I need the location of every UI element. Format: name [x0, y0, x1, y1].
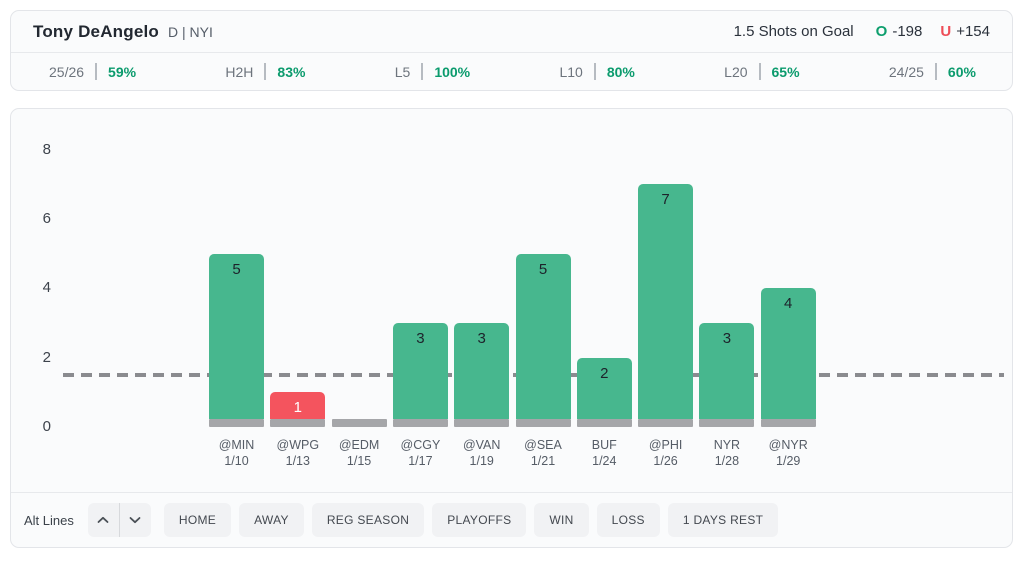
bar-value-label: 7	[661, 191, 670, 209]
bar-value-label: 5	[232, 260, 241, 278]
game-bar-@CGY-1/17: 3	[392, 323, 448, 427]
x-axis-label-@SEA: @SEA 1/21	[524, 438, 562, 468]
bar-over-fill	[392, 323, 448, 419]
chevron-down-icon	[129, 517, 141, 524]
game-bar-@SEA-1/21: 5	[515, 253, 571, 427]
y-axis-tick-6: 6	[42, 210, 51, 228]
game-bar-@PHI-1/26: 7	[638, 184, 694, 427]
y-axis-tick-2: 2	[42, 348, 51, 366]
game-bar-NYR-1/28: 3	[699, 323, 755, 427]
x-axis-label-@EDM: @EDM 1/15	[338, 438, 380, 468]
game-bar-@EDM-1/15	[331, 419, 387, 427]
bar-base-strip	[331, 419, 387, 427]
chevron-up-icon	[97, 516, 109, 523]
bar-base-strip	[270, 418, 326, 427]
game-bar-@WPG-1/13: 1	[270, 392, 326, 427]
alt-line-increase-button[interactable]	[88, 503, 119, 537]
filter-reg-season-button[interactable]: REG SEASON	[311, 503, 425, 537]
over-odds-value: -198	[892, 23, 923, 40]
bar-value-label: 4	[784, 295, 793, 313]
x-axis-label-@MIN: @MIN 1/10	[218, 438, 255, 468]
title-row: Tony DeAngelo D | NYI 1.5 Shots on Goal …	[11, 11, 1012, 53]
bar-base-strip	[454, 418, 510, 427]
over-indicator: O	[875, 23, 888, 40]
bar-over-fill	[760, 288, 816, 419]
player-position-team: D | NYI	[168, 23, 213, 40]
bar-over-fill	[576, 357, 632, 419]
x-axis-label-@VAN: @VAN 1/19	[462, 438, 501, 468]
game-bar-@NYR-1/29: 4	[760, 288, 816, 427]
bar-base-strip	[515, 419, 571, 427]
x-axis-label-NYR: NYR 1/28	[713, 438, 741, 468]
x-axis-label-@NYR: @NYR 1/29	[768, 438, 808, 468]
x-axis-label-@PHI: @PHI 1/26	[648, 438, 683, 468]
filter-away-button[interactable]: AWAY	[239, 503, 304, 537]
player-name: Tony DeAngelo	[33, 21, 160, 41]
bar-base-strip	[699, 418, 755, 427]
filter-home-button[interactable]: HOME	[163, 503, 232, 537]
alt-line-stepper	[87, 503, 151, 537]
x-axis-label-@CGY: @CGY 1/17	[400, 438, 441, 468]
hit-rate-splits-row: 25/26 59% H2H 83% L5 100% L10 80% L20 65…	[11, 53, 1012, 90]
under-indicator: U	[940, 23, 952, 40]
split-l5: L5 100%	[394, 63, 471, 80]
split-h2h: H2H 83%	[225, 63, 306, 80]
split-l10: L10 80%	[559, 63, 635, 80]
bar-value-label: 3	[722, 330, 732, 348]
bar-base-strip	[760, 418, 816, 427]
bar-value-label: 3	[477, 330, 486, 348]
x-axis-label-BUF: BUF 1/24	[591, 438, 617, 468]
bar-base-strip	[576, 418, 632, 427]
split-season-25-26: 25/26 59%	[49, 63, 137, 80]
filter-days-rest-button[interactable]: 1 DAYS REST	[667, 503, 779, 537]
game-bar-BUF-1/24: 2	[576, 357, 632, 427]
bar-value-label: 1	[293, 399, 302, 417]
split-season-24-25: 24/25 60%	[888, 63, 976, 80]
over-odds: O -198	[876, 23, 923, 40]
bar-over-fill	[638, 184, 694, 419]
alt-lines-label: Alt Lines	[24, 512, 74, 528]
shots-bar-chart: 8 6 4 2 0 5 @MIN 1/10 1 @WPG 1/13 @EDM 1/15 3 @CGY 1/17…	[11, 109, 1012, 492]
y-axis-tick-8: 8	[42, 140, 51, 158]
player-prop-header-card: Tony DeAngelo D | NYI 1.5 Shots on Goal …	[10, 10, 1013, 91]
bar-over-fill	[515, 253, 571, 419]
y-axis-tick-0: 0	[42, 418, 51, 435]
filter-loss-button[interactable]: LOSS	[596, 503, 660, 537]
bar-over-fill	[699, 323, 755, 419]
bar-over-fill	[209, 253, 264, 419]
y-axis-tick-4: 4	[42, 279, 51, 297]
alt-line-decrease-button[interactable]	[120, 503, 151, 537]
bar-value-label: 2	[600, 364, 609, 382]
split-l20: L20 65%	[724, 63, 800, 80]
x-axis-label-@WPG: @WPG 1/13	[276, 438, 320, 468]
prop-line-label: 1.5 Shots on Goal	[733, 23, 854, 40]
bar-base-strip	[392, 418, 448, 427]
game-bar-@VAN-1/19: 3	[454, 323, 510, 427]
chart-filter-bar: Alt Lines HOME AWAY REG SEASON PLAYOFFS …	[11, 492, 1012, 547]
under-odds: U +154	[940, 23, 990, 40]
bar-base-strip	[638, 418, 694, 427]
under-odds-value: +154	[956, 23, 990, 40]
bar-value-label: 5	[538, 260, 548, 278]
bar-base-strip	[209, 419, 264, 427]
bar-under-fill	[270, 392, 326, 419]
game-log-chart-card: 8 6 4 2 0 5 @MIN 1/10 1 @WPG 1/13 @EDM 1/15 3 @CGY 1/17…	[10, 108, 1013, 548]
bar-over-fill	[454, 323, 510, 419]
game-bar-@MIN-1/10: 5	[209, 253, 264, 427]
filter-playoffs-button[interactable]: PLAYOFFS	[432, 503, 527, 537]
bar-value-label: 3	[416, 330, 425, 348]
filter-win-button[interactable]: WIN	[534, 503, 589, 537]
